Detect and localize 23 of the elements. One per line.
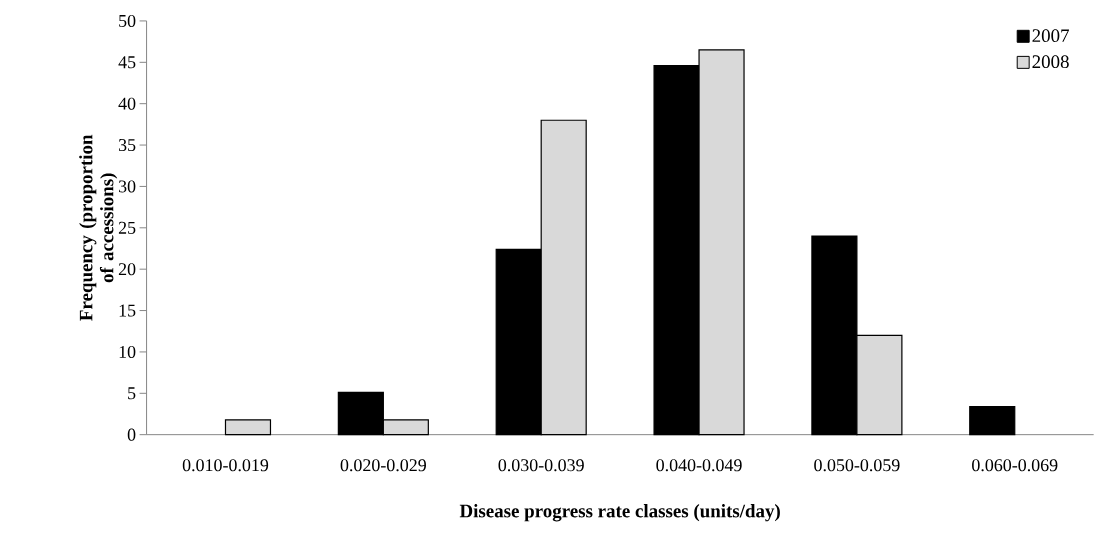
x-axis-title: Disease progress rate classes (units/day) bbox=[459, 503, 780, 522]
y-tick-label: 40 bbox=[118, 97, 136, 110]
x-tick-label: 0.040-0.049 bbox=[656, 458, 742, 472]
x-tick-label: 0.060-0.069 bbox=[972, 458, 1058, 472]
y-tick-label: 30 bbox=[118, 180, 136, 193]
y-tick-label: 45 bbox=[118, 56, 136, 69]
bar bbox=[224, 419, 272, 436]
y-tick-label: 5 bbox=[128, 387, 136, 400]
legend-label: 2007 bbox=[1032, 29, 1069, 42]
legend-label: 2008 bbox=[1032, 55, 1069, 68]
y-tick-label: 10 bbox=[119, 345, 136, 358]
x-tick-label: 0.020-0.029 bbox=[340, 458, 426, 472]
y-axis-title: Frequency (proportion of accessions) bbox=[79, 134, 118, 321]
bar bbox=[969, 405, 1016, 436]
x-tick-label: 0.030-0.039 bbox=[498, 458, 584, 472]
y-tick-label: 50 bbox=[119, 14, 136, 27]
x-tick-label: 0.050-0.059 bbox=[814, 458, 900, 472]
x-tick-label: 0.010-0.019 bbox=[182, 458, 269, 472]
y-tick-label: 35 bbox=[118, 138, 136, 151]
y-tick-label: 20 bbox=[118, 262, 136, 276]
y-tick-label: 15 bbox=[119, 304, 136, 317]
y-tick-label: 25 bbox=[118, 221, 136, 234]
y-tick-label: 0 bbox=[127, 428, 136, 441]
